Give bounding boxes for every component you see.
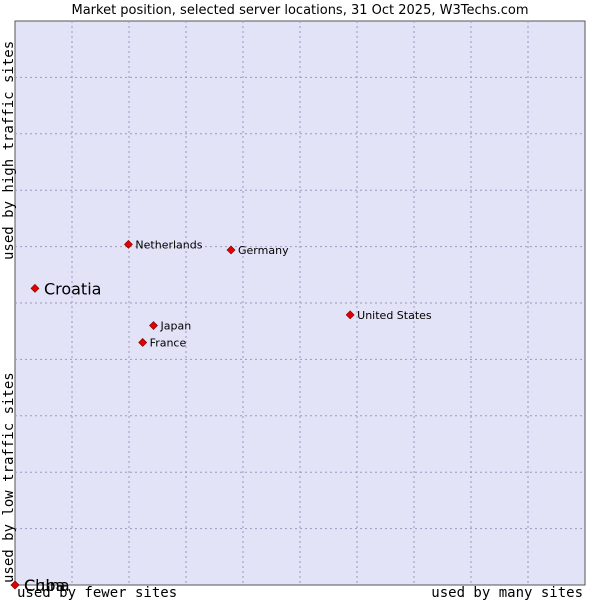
x-axis-label-low: used by fewer sites [17,585,177,600]
y-axis-label-low: used by low traffic sites [1,372,17,583]
data-points: Netherlands Germany Croatia United States Ja… [10,238,432,595]
grid-lines [15,21,585,585]
point-marker-cuba [10,580,20,590]
point-marker-france [138,338,148,347]
point-marker-japan [149,321,158,330]
point-marker-netherlands [124,239,133,249]
point-label-cuba: Cuba [24,576,65,595]
point-label-china: China [24,576,70,595]
point-marker-germany [226,245,236,255]
point-label-france: France [150,336,187,349]
chart-title: Market position, selected server locatio… [71,3,528,18]
point-label-japan: Japan [160,320,192,333]
point-label-netherlands: Netherlands [135,238,202,251]
y-axis-label-high: used by high traffic sites [1,41,17,260]
point-label-croatia: Croatia [44,279,102,298]
point-marker-united-states [345,310,355,320]
point-marker-croatia [30,283,40,293]
point-label-germany: Germany [238,244,289,257]
point-label-united-states: United States [357,309,432,322]
x-axis-label-high: used by many sites [431,585,583,600]
